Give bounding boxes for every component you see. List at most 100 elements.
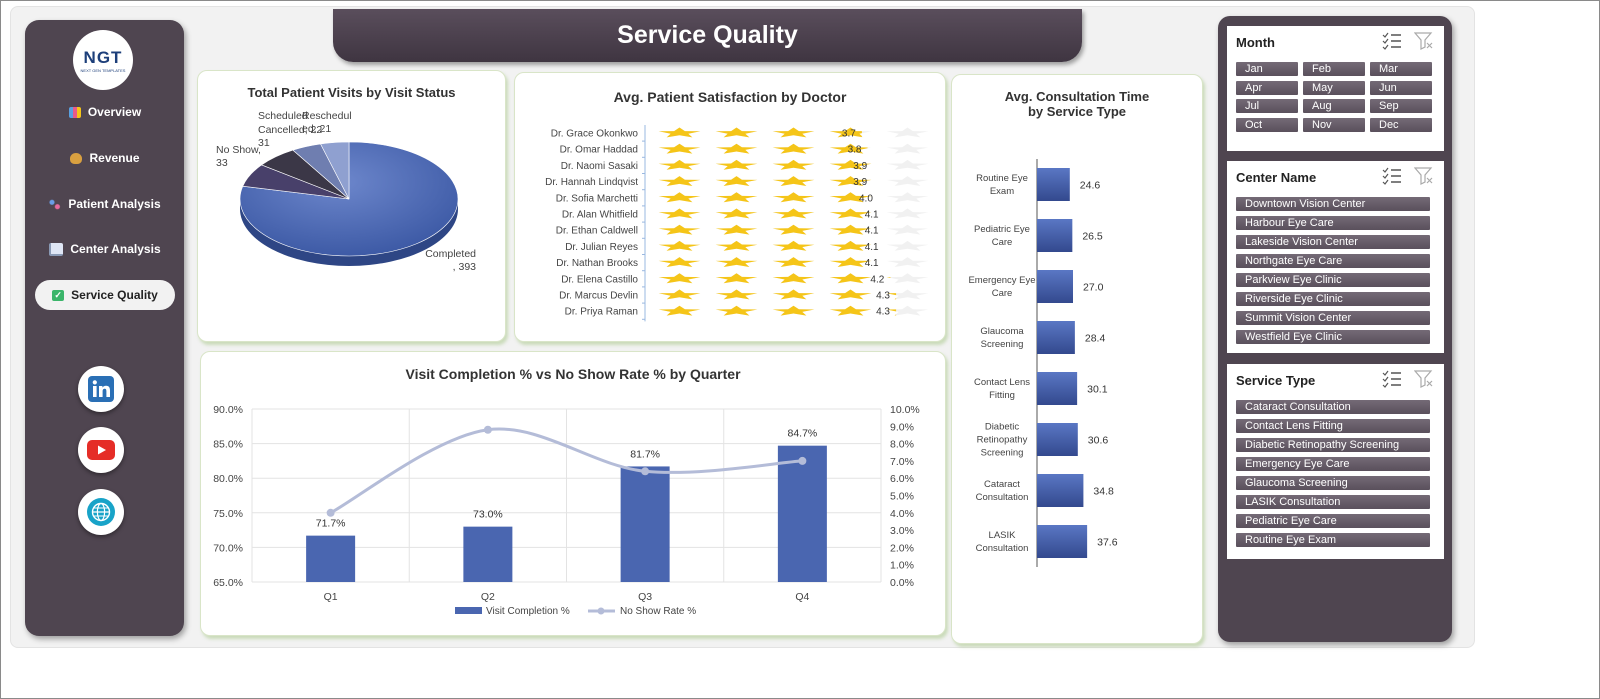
hbar-value-label: 37.6 (1097, 537, 1118, 549)
nav-item-label: Revenue (89, 151, 140, 165)
month-option-sep[interactable]: Sep (1370, 99, 1432, 113)
hbar-category-label: LASIK Consultation (976, 530, 1029, 554)
center-option-riverside-eye-clinic[interactable]: Riverside Eye Clinic (1236, 292, 1430, 306)
star-rating-fill (658, 240, 872, 251)
star-rating-fill (658, 176, 872, 186)
star-value-label: 3.9 (853, 177, 867, 188)
star-rating-fill (658, 143, 868, 154)
month-option-dec[interactable]: Dec (1370, 117, 1432, 132)
service-option-lasik-consultation[interactable]: LASIK Consultation (1236, 495, 1430, 509)
doctor-label: Dr. Julian Reyes (565, 242, 638, 253)
y-right-tick: 7.0% (890, 456, 914, 468)
service-option-cataract-consultation[interactable]: Cataract Consultation (1236, 400, 1430, 414)
month-option-oct[interactable]: Oct (1236, 117, 1298, 132)
nav-item-label: Service Quality (71, 288, 158, 302)
x-tick-q1: Q1 (324, 591, 338, 603)
nav-item-revenue[interactable]: Revenue (35, 143, 175, 173)
globe-icon (87, 498, 115, 526)
nav-item-service-quality[interactable]: ✓ Service Quality (35, 280, 175, 310)
nav-item-label: Patient Analysis (68, 197, 161, 211)
hbar-category-label: Cataract Consultation (976, 479, 1029, 503)
month-option-aug[interactable]: Aug (1303, 99, 1365, 113)
website-button[interactable] (78, 489, 124, 535)
completion-vs-noshow-card: Visit Completion % vs No Show Rate % by … (200, 351, 946, 636)
service-option-emergency-eye-care[interactable]: Emergency Eye Care (1236, 457, 1430, 471)
checkmark-icon: ✓ (52, 289, 65, 301)
pie-chart-card: Total Patient Visits by Visit Status Com… (197, 70, 506, 342)
pie-label-cancelled: Cancelled, 22 31 (258, 124, 322, 149)
clear-filter-icon[interactable] (1414, 370, 1434, 388)
completion-value-label: 71.7% (316, 518, 346, 530)
nav-item-patient-analysis[interactable]: Patient Analysis (35, 189, 175, 219)
y-right-tick: 2.0% (890, 542, 914, 554)
hbar-category-label: Pediatric Eye Care (974, 224, 1030, 248)
no-show-point-q3 (641, 467, 650, 476)
doctor-label: Dr. Elena Castillo (561, 274, 638, 285)
doctor-label: Dr. Alan Whitfield (562, 210, 638, 221)
bar-chart-icon (68, 106, 81, 118)
multi-select-icon[interactable] (1382, 32, 1402, 50)
y-right-tick: 0.0% (890, 577, 914, 589)
x-tick-q2: Q2 (481, 591, 495, 603)
hbar-category-label: Diabetic Retinopathy Screening (977, 422, 1028, 459)
center-option-harbour-eye-care[interactable]: Harbour Eye Care (1236, 216, 1430, 230)
hbar-bar-cataract-consultation (1037, 474, 1084, 507)
month-option-apr[interactable]: Apr (1236, 80, 1298, 95)
star-value-label: 3.8 (848, 145, 862, 156)
service-option-contact-lens-fitting[interactable]: Contact Lens Fitting (1236, 419, 1430, 433)
linkedin-button[interactable] (78, 366, 124, 412)
month-option-feb[interactable]: Feb (1303, 62, 1365, 76)
no-show-point-q4 (798, 456, 807, 465)
month-option-mar[interactable]: Mar (1370, 62, 1432, 76)
pie-label-scheduled: Scheduled (258, 110, 308, 122)
completion-value-label: 73.0% (473, 509, 503, 521)
multi-select-icon[interactable] (1382, 370, 1402, 388)
hbar-chart-title: Avg. Consultation Time by Service Type (1004, 89, 1150, 119)
scatter-icon (49, 198, 62, 210)
service-option-diabetic-retinopathy-screening[interactable]: Diabetic Retinopathy Screening (1236, 438, 1430, 452)
youtube-button[interactable] (78, 427, 124, 473)
center-option-lakeside-vision-center[interactable]: Lakeside Vision Center (1236, 235, 1430, 249)
clear-filter-icon[interactable] (1414, 32, 1434, 50)
service-option-routine-eye-exam[interactable]: Routine Eye Exam (1236, 533, 1430, 547)
month-slicer-title: Month (1236, 35, 1275, 50)
completion-vs-noshow-chart: 65.0% 70.0% 75.0% 80.0% 85.0% 90.0% 0.0% 1.0% 2.… (213, 404, 920, 617)
center-option-parkview-eye-clinic[interactable]: Parkview Eye Clinic (1236, 273, 1430, 287)
no-show-point-q2 (483, 425, 492, 434)
star-value-label: 4.1 (865, 242, 879, 253)
center-option-northgate-eye-care[interactable]: Northgate Eye Care (1236, 254, 1430, 268)
x-tick-q4: Q4 (795, 591, 809, 603)
nav-item-center-analysis[interactable]: Center Analysis (35, 234, 175, 264)
completion-bar-q4 (777, 445, 827, 582)
star-value-label: 4.1 (865, 258, 879, 269)
center-option-westfield-eye-clinic[interactable]: Westfield Eye Clinic (1236, 330, 1430, 344)
hbar-value-label: 27.0 (1083, 282, 1104, 294)
service-option-glaucoma-screening[interactable]: Glaucoma Screening (1236, 476, 1430, 490)
month-option-jan[interactable]: Jan (1236, 62, 1298, 76)
clear-filter-icon[interactable] (1414, 167, 1434, 185)
nav-item-overview[interactable]: Overview (35, 97, 175, 127)
legend-swatch-completion (455, 607, 482, 614)
legend-label-completion: Visit Completion % (486, 606, 570, 617)
x-tick-q3: Q3 (638, 591, 652, 603)
y-right-tick: 9.0% (890, 421, 914, 433)
star-rating-fill (658, 257, 872, 267)
star-rating-fill (658, 289, 897, 300)
no-show-point-q1 (326, 508, 335, 517)
doctor-satisfaction-chart: Dr. Grace Okonkwo 3.7 Dr. Omar Haddad 3.8 Dr… (545, 125, 929, 322)
center-option-downtown-vision-center[interactable]: Downtown Vision Center (1236, 197, 1430, 211)
month-option-jun[interactable]: Jun (1370, 80, 1432, 95)
pie-depth-edge (240, 199, 458, 266)
service-option-pediatric-eye-care[interactable]: Pediatric Eye Care (1236, 514, 1430, 528)
month-option-may[interactable]: May (1303, 80, 1365, 95)
month-slicer: Month Jan Feb Mar Apr May Jun Jul Aug Sep Oct Nov D… (1227, 26, 1444, 151)
nav-item-label: Overview (87, 105, 142, 119)
center-option-summit-vision-center[interactable]: Summit Vision Center (1236, 311, 1430, 325)
month-option-jul[interactable]: Jul (1236, 99, 1298, 113)
doctor-label: Dr. Priya Raman (565, 307, 638, 318)
multi-select-icon[interactable] (1382, 167, 1402, 185)
completion-bar-q3 (620, 466, 670, 582)
combo-chart-title: Visit Completion % vs No Show Rate % by … (405, 366, 741, 382)
money-bag-icon (70, 152, 83, 164)
month-option-nov[interactable]: Nov (1303, 117, 1365, 132)
